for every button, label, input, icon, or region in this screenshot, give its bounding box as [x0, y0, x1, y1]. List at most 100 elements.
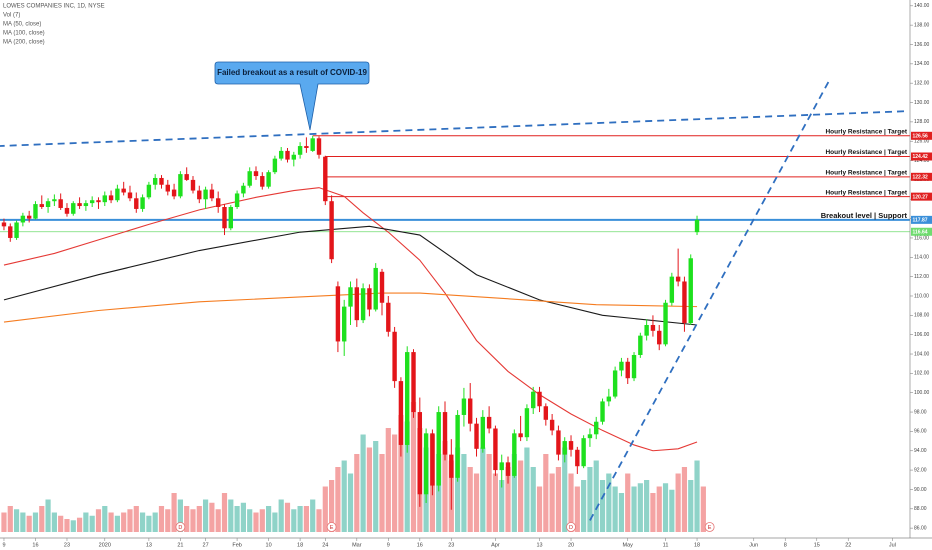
price-tag: [911, 192, 932, 201]
volume-bar: [574, 486, 580, 532]
candle-body: [480, 416, 486, 449]
volume-bar: [240, 502, 246, 532]
volume-bar: [385, 428, 391, 532]
event-marker: [326, 522, 337, 532]
event-marker: [704, 522, 715, 532]
candle-body: [234, 193, 240, 207]
price-tag-label: 120.27: [913, 194, 929, 200]
volume-bar: [700, 486, 706, 532]
y-tick-label: 94.00: [914, 448, 927, 454]
volume-bar: [410, 402, 417, 532]
volume-bar: [329, 480, 335, 532]
y-tick-label: 110.00: [914, 293, 929, 299]
volume-bar: [492, 473, 499, 532]
candle-body: [669, 276, 675, 303]
candle-body: [209, 189, 215, 199]
candle-body: [505, 462, 511, 476]
candle-body: [430, 433, 435, 486]
candle-body: [197, 190, 202, 200]
y-tick-label: 100.00: [914, 390, 930, 396]
candle-body: [644, 325, 649, 336]
candle-body: [461, 398, 467, 415]
x-tick-label: Mar: [352, 542, 362, 548]
volume-bar: [656, 486, 662, 532]
volume-bar: [247, 509, 253, 532]
volume-bar: [202, 499, 209, 532]
y-tick-label: 104.00: [914, 351, 930, 357]
x-tick-label: 13: [536, 542, 542, 548]
y-tick-label: 98.00: [914, 409, 927, 415]
callout-box: [214, 61, 370, 131]
candle-body: [20, 215, 26, 223]
candle-body: [127, 192, 133, 199]
y-tick-label: 136.00: [914, 42, 930, 48]
volume-bar: [618, 493, 625, 532]
y-tick-label: 116.00: [914, 235, 929, 241]
callout: Failed breakout as a result of COVID-19: [214, 61, 370, 131]
candle-body: [241, 185, 246, 194]
volume-bar: [1, 512, 7, 532]
volume-bar: [127, 509, 133, 532]
volume-bar: [26, 515, 32, 532]
price-layer: Hourly Resistance | Target Hourly Resista…: [0, 79, 910, 521]
price-tag-label: 126.56: [913, 133, 929, 139]
candle-body: [411, 352, 416, 413]
volume-bar: [253, 512, 259, 532]
volume-bar: [480, 447, 486, 532]
volume-bar: [7, 506, 13, 532]
candle-body: [543, 406, 549, 420]
price-tag: [911, 152, 932, 161]
x-tick-label: Jun: [749, 542, 758, 548]
candle-body: [266, 172, 271, 187]
candle-body: [373, 267, 378, 310]
candle-body: [64, 207, 70, 214]
candle-body: [96, 200, 101, 203]
volume-bar: [612, 486, 618, 532]
volume-bar: [297, 506, 303, 532]
event-label: D: [178, 525, 182, 531]
volume-bar: [221, 493, 228, 532]
candle-body: [253, 171, 259, 177]
candle-body: [594, 421, 599, 435]
volume-bar: [473, 473, 480, 532]
volume-bar: [102, 506, 108, 532]
x-tick-label: 27: [203, 542, 209, 548]
candle-body: [556, 430, 561, 455]
volume-bar: [13, 509, 20, 532]
x-tick-label: 18: [694, 542, 700, 548]
y-tick-label: 108.00: [914, 313, 930, 319]
x-tick-label: 20: [568, 542, 574, 548]
volume-bar: [20, 512, 26, 532]
candle-body: [310, 138, 315, 151]
volume-bar: [637, 483, 643, 532]
volume-bar: [291, 509, 297, 532]
volume-bar: [549, 473, 555, 532]
candle-body: [638, 335, 643, 355]
volume-bar: [139, 512, 146, 532]
volume-bar: [171, 493, 177, 532]
volume-bar: [354, 454, 360, 532]
candle-body: [405, 352, 410, 445]
x-tick-label: 18: [297, 542, 303, 548]
candle-body: [102, 195, 107, 203]
price-tag-label: 116.64: [913, 229, 928, 235]
volume-bar: [190, 509, 196, 532]
candle-body: [549, 419, 555, 431]
candle-body: [1, 222, 7, 227]
volume-bar: [392, 434, 398, 532]
candle-body: [486, 416, 492, 429]
volume-bar: [114, 515, 120, 532]
candle-body: [121, 188, 126, 193]
volume-bar: [265, 506, 272, 532]
y-tick-label: 86.00: [914, 525, 927, 531]
volume-bar: [593, 460, 599, 532]
volume-bar: [165, 509, 171, 532]
candle-body: [688, 258, 693, 324]
price-tag-label: 124.42: [913, 154, 929, 160]
candle-body: [222, 206, 227, 229]
y-tick-label: 132.00: [914, 81, 930, 87]
candle-body: [682, 281, 687, 324]
volume-bar: [455, 447, 461, 532]
candle-body: [512, 433, 517, 476]
